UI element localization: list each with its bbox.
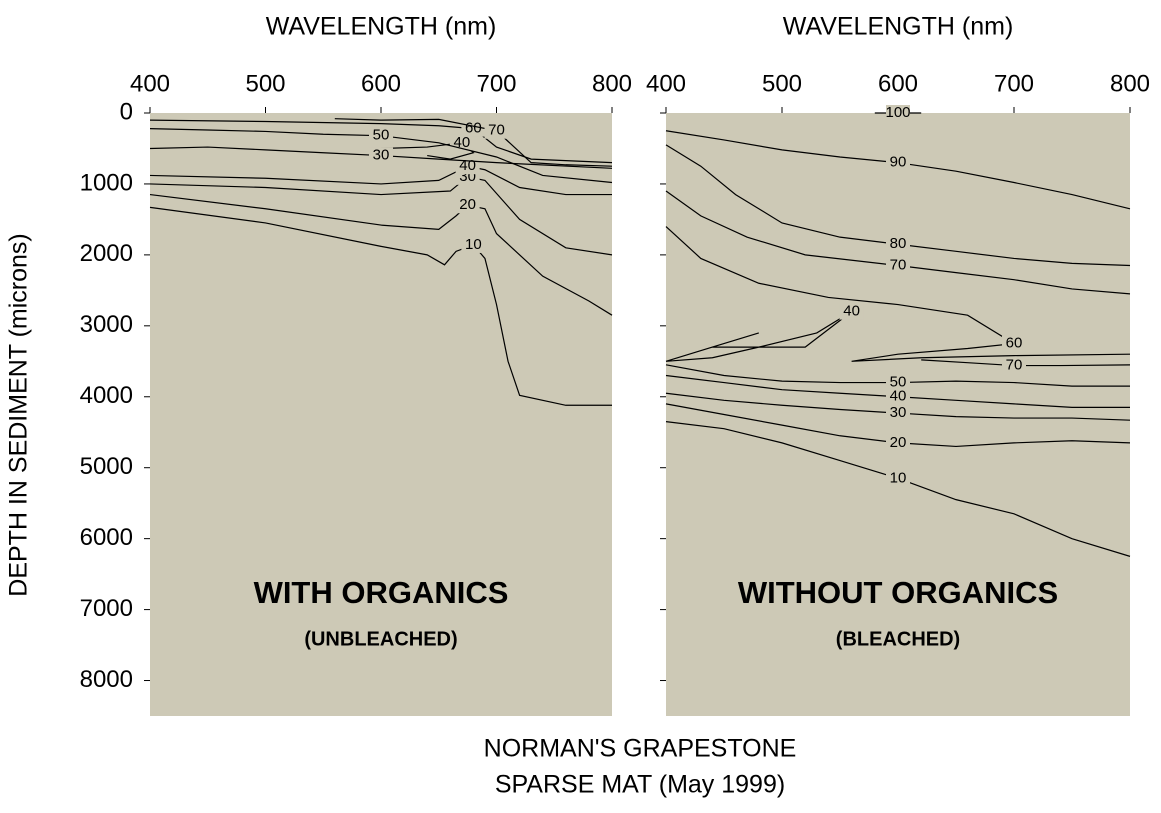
contour-label: 60: [1006, 335, 1023, 352]
contour-label: 30: [373, 147, 390, 164]
y-axis-label: DEPTH IN SEDIMENT (microns): [5, 233, 33, 596]
contour-label: 40: [843, 303, 860, 320]
contour-label-bg: [886, 388, 910, 405]
contour-label-bg: [1002, 357, 1026, 374]
y-tick-label: 2000: [80, 240, 133, 267]
contour-label: 90: [890, 154, 907, 171]
contour-label-bg: [461, 236, 486, 253]
x-tick-label: 500: [245, 70, 285, 97]
contour-label: 60: [465, 120, 482, 137]
x-tick-label: 400: [646, 70, 686, 97]
contour-label: 80: [890, 235, 907, 252]
x-tick-label: 600: [878, 70, 918, 97]
contour-label: 70: [890, 256, 907, 273]
y-tick-label: 7000: [80, 595, 133, 622]
contour-label-bg: [886, 154, 910, 171]
y-tick-label: 1000: [80, 169, 133, 196]
x-tick-label: 600: [361, 70, 401, 97]
contour-line: [665, 144, 1131, 267]
contour-label: 50: [373, 127, 390, 144]
x-tick-label: 500: [762, 70, 802, 97]
panel-title: WITHOUT ORGANICS: [738, 575, 1058, 610]
y-tick-label: 0: [120, 98, 133, 125]
x-tick-label: 400: [130, 70, 170, 97]
y-tick-label: 6000: [80, 524, 133, 551]
contour-label-bg: [369, 147, 393, 164]
y-tick-label: 3000: [80, 311, 133, 338]
contour-label-bg: [886, 374, 910, 391]
plot-area: [150, 113, 612, 716]
contour-label-bg: [886, 434, 910, 451]
contour-label-bg: [886, 105, 910, 121]
contour-label: 40: [454, 134, 471, 151]
contour-label: 20: [890, 434, 907, 451]
contour-label-bg: [455, 158, 480, 175]
x-tick-label: 700: [476, 70, 516, 97]
contour-label: 50: [890, 374, 907, 391]
contour-label-bg: [1002, 335, 1026, 352]
x-tick-label: 800: [1110, 70, 1150, 97]
contour-label-bg: [886, 257, 910, 274]
caption: SPARSE MAT (May 1999): [495, 771, 785, 799]
y-tick-label: 8000: [80, 666, 133, 693]
y-tick-label: 5000: [80, 453, 133, 480]
contour-label-bg: [886, 405, 910, 422]
x-tick-label: 800: [592, 70, 632, 97]
contour-label: 10: [465, 236, 482, 253]
contour-label: 40: [890, 388, 907, 405]
contour-label-bg: [886, 236, 910, 253]
panel-subtitle: (BLEACHED): [836, 628, 960, 650]
x-axis-label: WAVELENGTH (nm): [783, 13, 1014, 41]
contour-label-bg: [839, 303, 864, 320]
contour-label: 40: [459, 157, 476, 174]
contour-label: 100: [885, 104, 910, 121]
contour-line: [665, 311, 852, 362]
contour-label: 30: [890, 404, 907, 421]
contour-label: 20: [459, 196, 476, 213]
caption: NORMAN'S GRAPESTONE: [484, 735, 797, 763]
contour-label-bg: [369, 127, 393, 144]
contour-label-bg: [484, 122, 509, 139]
contour-label: 70: [1006, 357, 1023, 374]
x-tick-label: 700: [994, 70, 1034, 97]
x-axis-label: WAVELENGTH (nm): [266, 13, 497, 41]
contour-line: [149, 146, 613, 169]
contour-label-bg: [455, 197, 480, 214]
y-tick-label: 4000: [80, 382, 133, 409]
contour-label: 70: [488, 122, 505, 139]
panel-title: WITH ORGANICS: [254, 575, 509, 610]
contour-label-bg: [886, 470, 910, 487]
contour-label: 10: [890, 469, 907, 486]
panel-subtitle: (UNBLEACHED): [304, 628, 457, 650]
